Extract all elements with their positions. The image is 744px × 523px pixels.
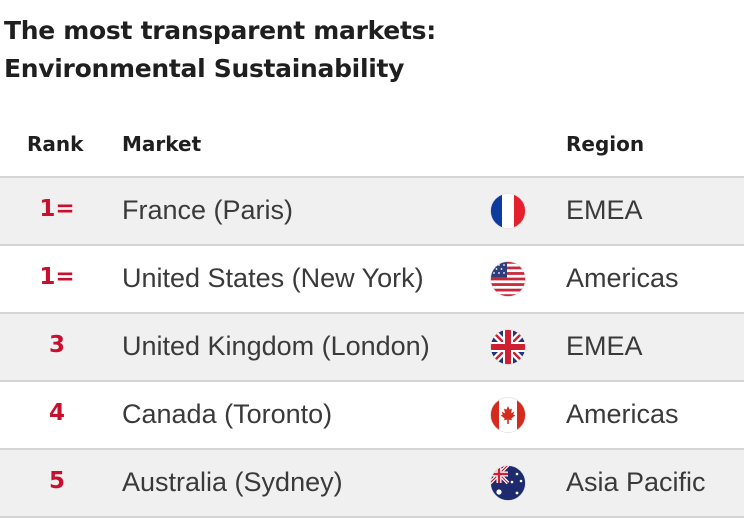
markets-table: 1= France (Paris) EMEA 1= United States … xyxy=(0,176,744,518)
column-header-market: Market xyxy=(122,132,202,156)
title-line-1: The most transparent markets: xyxy=(4,16,436,45)
rank-cell: 3 xyxy=(48,332,65,358)
market-cell: France (Paris) xyxy=(122,195,294,225)
rank-cell: 1= xyxy=(39,264,75,290)
market-cell: Canada (Toronto) xyxy=(122,399,333,429)
market-cell: United Kingdom (London) xyxy=(122,331,430,361)
market-cell: United States (New York) xyxy=(122,263,424,293)
australia-flag-icon xyxy=(490,465,526,501)
rank-cell: 4 xyxy=(48,400,65,426)
column-header-rank: Rank xyxy=(27,132,84,156)
table-header: Rank Market Region xyxy=(0,124,744,164)
region-cell: EMEA xyxy=(566,195,643,225)
region-cell: EMEA xyxy=(566,331,643,361)
canada-flag-icon xyxy=(490,397,526,433)
france-flag-icon xyxy=(490,193,526,229)
column-header-region: Region xyxy=(566,132,645,156)
usa-flag-icon xyxy=(490,261,526,297)
uk-flag-icon xyxy=(490,329,526,365)
rank-cell: 5 xyxy=(48,468,65,494)
title-line-2: Environmental Sustainability xyxy=(4,54,405,83)
table-row: 1= United States (New York) xyxy=(0,244,744,312)
table-row: 5 Australia (Sydney) xyxy=(0,448,744,518)
page-title: The most transparent markets: Environmen… xyxy=(4,12,436,88)
rank-cell: 1= xyxy=(39,196,75,222)
table-row: 1= France (Paris) EMEA xyxy=(0,176,744,244)
region-cell: Americas xyxy=(566,263,679,293)
region-cell: Asia Pacific xyxy=(566,467,706,497)
table-row: 4 Canada (Toronto) Americas xyxy=(0,380,744,448)
region-cell: Americas xyxy=(566,399,679,429)
market-cell: Australia (Sydney) xyxy=(122,467,343,497)
table-row: 3 United Kingdom (London) EMEA xyxy=(0,312,744,380)
